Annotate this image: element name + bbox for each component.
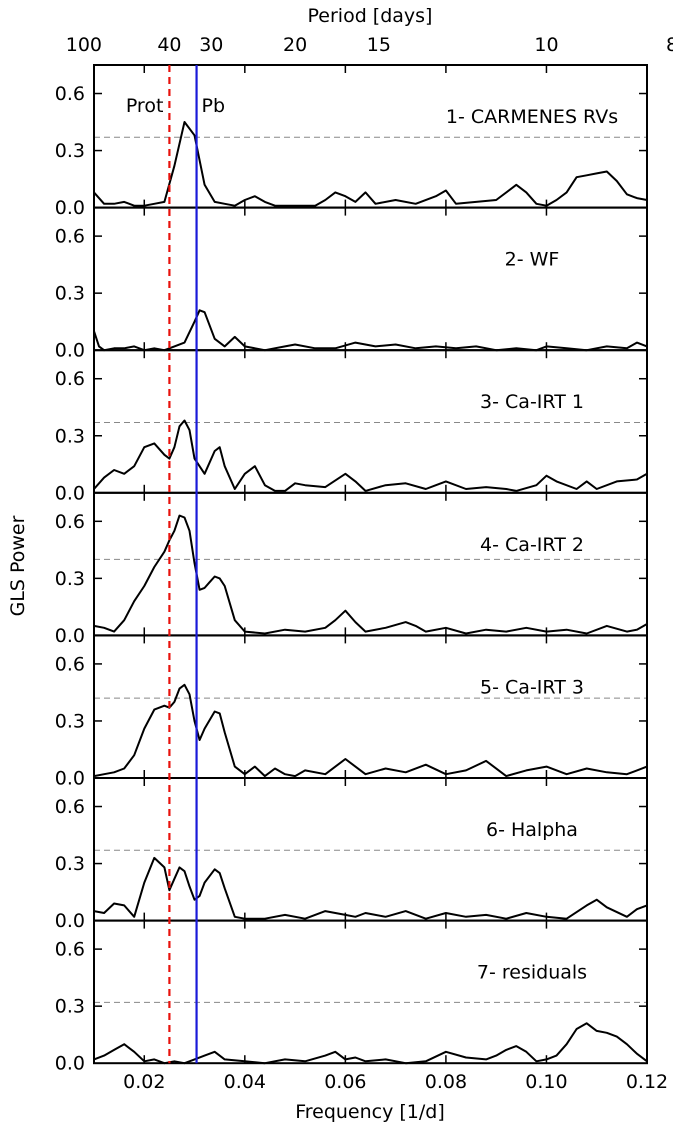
panel-title: 4- Ca-IRT 2: [480, 534, 584, 556]
period-tick-label: 30: [199, 34, 223, 56]
x-tick-label: 0.12: [626, 1071, 668, 1093]
panel-5: 0.0 0.3 0.6 5- Ca-IRT 3: [55, 634, 648, 790]
x-tick-label: 0.02: [123, 1071, 165, 1093]
y-tick-label: 0.6: [55, 368, 85, 390]
x-axis-label: Frequency [1/d]: [295, 1101, 445, 1123]
panel-title: 5- Ca-IRT 3: [480, 676, 584, 698]
period-tick-label: 15: [367, 34, 391, 56]
y-tick-label: 0.6: [55, 796, 85, 818]
panel-frame: [93, 919, 648, 1065]
x-tick-label: 0.06: [324, 1071, 366, 1093]
period-tick-label: 100: [66, 34, 102, 56]
panel-title: 2- WF: [505, 249, 560, 271]
panel-frame: [93, 349, 648, 494]
power-series-line: [93, 683, 648, 778]
y-tick-label: 0.0: [55, 625, 85, 647]
panel-frame: [93, 206, 648, 352]
overlay-group: 0.02 0.04 0.06 0.08 0.10 0.12 100 40 30 20 15 10 8 Pr…: [66, 34, 673, 1093]
y-tick-label: 0.0: [55, 910, 85, 932]
y-tick-label: 0.0: [55, 1053, 85, 1075]
panel-frame: [93, 491, 648, 637]
y-axis-label: GLS Power: [7, 515, 29, 616]
prot-label: Prot: [126, 95, 164, 117]
power-series-line: [93, 514, 648, 635]
pb-label: Pb: [202, 95, 226, 117]
y-tick-label: 0.6: [55, 939, 85, 961]
y-tick-label: 0.3: [55, 283, 85, 305]
panel-title: 1- CARMENES RVs: [446, 106, 618, 128]
power-series-line: [93, 121, 648, 207]
panel-title: 7- residuals: [477, 962, 587, 984]
power-series-line: [93, 1022, 648, 1065]
y-tick-label: 0.6: [55, 83, 85, 105]
panel-1: 0.0 0.3 0.6 1- CARMENES RVs: [55, 64, 648, 219]
y-tick-label: 0.3: [55, 140, 85, 162]
y-tick-label: 0.3: [55, 568, 85, 590]
power-series-line: [93, 856, 648, 920]
period-tick-label: 20: [283, 34, 307, 56]
panel-frame: [93, 64, 648, 209]
y-tick-label: 0.0: [55, 482, 85, 504]
y-tick-label: 0.6: [55, 226, 85, 248]
y-tick-label: 0.0: [55, 340, 85, 362]
panel-4: 0.0 0.3 0.6 4- Ca-IRT 2: [55, 491, 648, 647]
panel-title: 3- Ca-IRT 1: [480, 391, 584, 413]
period-tick-label: 10: [534, 34, 558, 56]
panel-title: 6- Halpha: [486, 819, 578, 841]
y-tick-label: 0.3: [55, 425, 85, 447]
panel-frame: [93, 777, 648, 922]
y-tick-label: 0.6: [55, 511, 85, 533]
y-tick-label: 0.3: [55, 853, 85, 875]
y-tick-label: 0.0: [55, 768, 85, 790]
panel-3: 0.0 0.3 0.6 3- Ca-IRT 1: [55, 349, 648, 504]
power-series-line: [93, 419, 648, 492]
x-tick-label: 0.10: [525, 1071, 567, 1093]
period-tick-label: 8: [666, 34, 673, 56]
top-axis-label: Period [days]: [308, 5, 433, 27]
panel-2: 0.0 0.3 0.6 2- WF: [55, 206, 648, 362]
panel-frame: [93, 634, 648, 780]
panel-6: 0.0 0.3 0.6 6- Halpha: [55, 777, 648, 932]
y-tick-label: 0.0: [55, 197, 85, 219]
y-tick-label: 0.6: [55, 653, 85, 675]
x-tick-label: 0.08: [425, 1071, 467, 1093]
panel-7: 0.0 0.3 0.6 7- residuals: [55, 919, 648, 1075]
y-tick-label: 0.3: [55, 710, 85, 732]
power-series-line: [93, 309, 648, 352]
y-tick-label: 0.3: [55, 996, 85, 1018]
x-tick-label: 0.04: [224, 1071, 266, 1093]
period-tick-label: 40: [157, 34, 181, 56]
